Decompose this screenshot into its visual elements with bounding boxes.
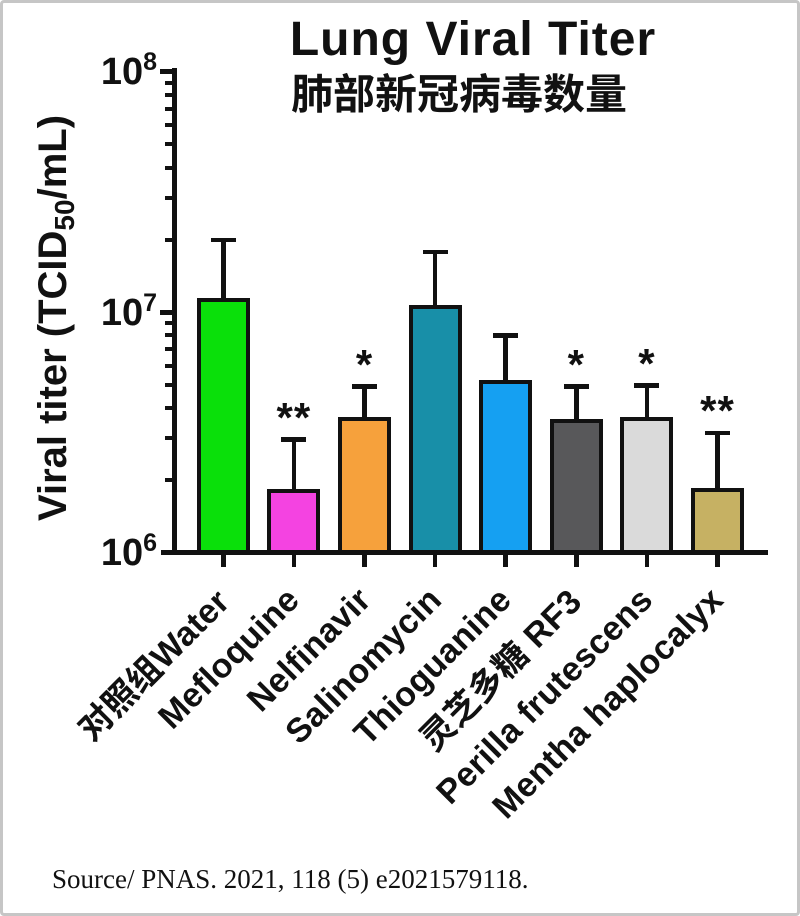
x-tick-3 [432,555,438,568]
y-axis-title-text: Viral titer (TCID [31,230,75,521]
y-minor-tick [165,237,172,242]
bar-6 [620,417,674,555]
significance-marker-2: * [355,340,374,388]
error-bar-line [715,432,720,493]
significance-marker-5: * [567,340,585,388]
bar-3 [408,305,462,555]
significance-marker-7: ** [700,386,735,434]
cjk-text-run [418,639,532,753]
error-bar-line [574,386,579,423]
x-tick-2 [362,555,367,568]
significance-marker-1: ** [276,393,312,441]
error-bar-cap [281,437,307,442]
y-axis-title-suffix: /mL) [31,114,75,200]
error-bar-line [503,335,508,385]
y-minor-tick [165,333,172,338]
y-minor-tick [165,321,172,326]
x-tick-1 [291,555,297,568]
error-bar-cap [634,383,660,388]
y-minor-tick [165,435,172,440]
x-tick-0 [221,555,226,568]
x-tick-7 [715,555,720,568]
x-tick-5 [574,555,579,568]
y-major-tick [160,309,172,315]
error-bar-cap [705,430,730,435]
y-minor-tick [165,142,172,147]
y-minor-tick [165,382,172,387]
x-tick-4 [503,555,508,568]
bar-2 [338,417,391,555]
bar-4 [479,380,533,555]
y-minor-tick [165,107,172,112]
y-tick-label-10e8: 108 [100,48,157,94]
error-bar-cap [210,237,236,243]
y-minor-tick [165,478,172,483]
source-citation: Source/ PNAS. 2021, 118 (5) e2021579118. [52,864,529,894]
error-bar-line [221,239,226,302]
y-minor-tick [165,165,172,170]
y-minor-tick [165,347,172,352]
error-bar-cap [352,384,377,389]
x-tick-label-0: Water [71,582,237,747]
y-minor-tick [165,80,172,85]
y-minor-tick [165,363,172,368]
y-minor-tick [165,195,172,200]
y-tick-label-10e6: 106 [100,529,157,574]
y-axis-line [172,68,177,556]
chart-title: Lung Viral Titer [289,13,657,66]
bar-5 [549,418,603,555]
error-bar-line [291,439,297,493]
error-bar-line [362,386,367,422]
chart-subtitle-chinese [291,72,627,114]
cjk-text-run [75,654,166,743]
error-bar-line [432,252,438,310]
bar-1 [267,488,321,555]
y-minor-tick [165,93,172,98]
y-axis-title-subscript: 50 [49,199,80,231]
error-bar-cap [563,384,589,389]
y-minor-tick [165,123,172,128]
significance-marker-6: * [638,339,656,387]
error-bar-cap [493,333,519,338]
x-tick-label-5: RF3 [414,582,590,758]
error-bar-line [644,385,650,422]
error-bar-cap [422,249,448,255]
x-tick-6 [644,555,650,568]
y-minor-tick [165,405,172,410]
y-major-tick [160,69,172,75]
x-axis-line [161,549,768,556]
bar-7 [691,488,744,555]
cjk-text-run [291,72,626,113]
y-tick-label-10e7: 107 [100,288,157,334]
